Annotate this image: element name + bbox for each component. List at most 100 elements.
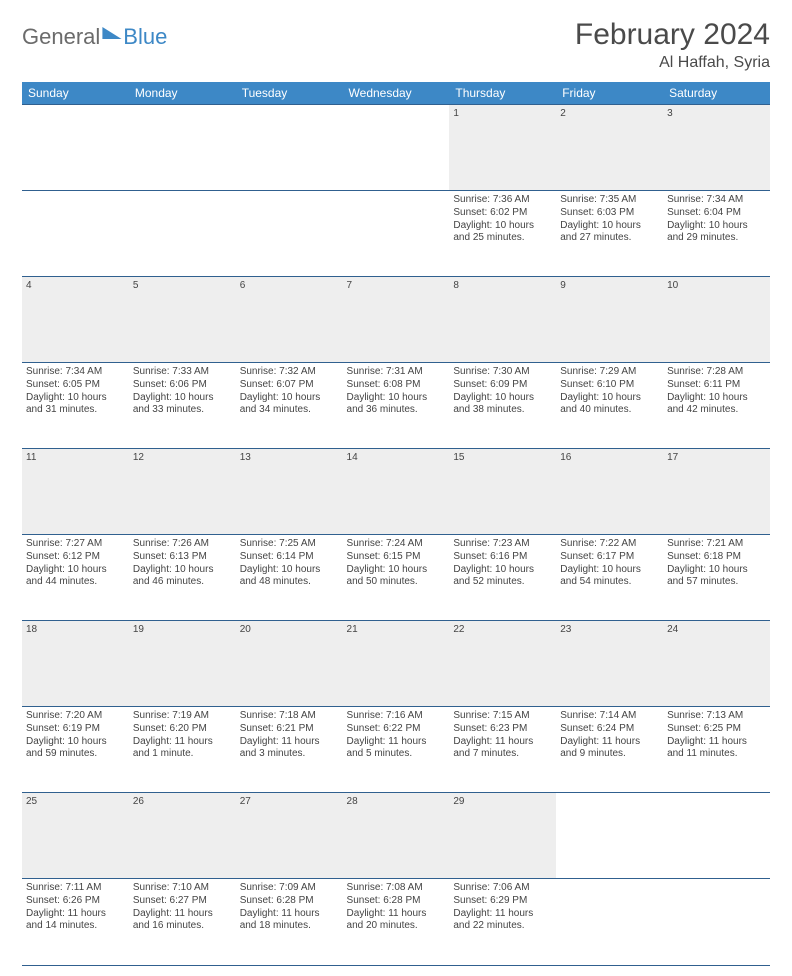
day-detail-cell bbox=[663, 879, 770, 965]
day-number-cell: 6 bbox=[236, 277, 343, 363]
sunrise-line: Sunrise: 7:28 AM bbox=[667, 366, 766, 379]
sunrise-line: Sunrise: 7:25 AM bbox=[240, 538, 339, 551]
day-number-cell: 4 bbox=[22, 277, 129, 363]
day-detail-cell: Sunrise: 7:23 AMSunset: 6:16 PMDaylight:… bbox=[449, 535, 556, 621]
day-detail-cell: Sunrise: 7:35 AMSunset: 6:03 PMDaylight:… bbox=[556, 191, 663, 277]
sunset-line: Sunset: 6:11 PM bbox=[667, 379, 766, 392]
day-detail-row: Sunrise: 7:11 AMSunset: 6:26 PMDaylight:… bbox=[22, 879, 770, 965]
sunset-line: Sunset: 6:16 PM bbox=[453, 551, 552, 564]
location-label: Al Haffah, Syria bbox=[575, 54, 770, 72]
day-number-cell: 2 bbox=[556, 105, 663, 191]
sunrise-line: Sunrise: 7:27 AM bbox=[26, 538, 125, 551]
day-number-cell bbox=[129, 105, 236, 191]
day-detail-cell: Sunrise: 7:15 AMSunset: 6:23 PMDaylight:… bbox=[449, 707, 556, 793]
sunset-line: Sunset: 6:22 PM bbox=[347, 723, 446, 736]
sunset-line: Sunset: 6:26 PM bbox=[26, 895, 125, 908]
daylight-line: Daylight: 10 hours and 34 minutes. bbox=[240, 392, 339, 418]
day-detail-cell: Sunrise: 7:14 AMSunset: 6:24 PMDaylight:… bbox=[556, 707, 663, 793]
day-number-cell: 10 bbox=[663, 277, 770, 363]
title-block: February 2024 Al Haffah, Syria bbox=[575, 18, 770, 72]
weekday-header: Monday bbox=[129, 82, 236, 105]
sunrise-line: Sunrise: 7:18 AM bbox=[240, 710, 339, 723]
day-number-cell: 24 bbox=[663, 621, 770, 707]
sunset-line: Sunset: 6:06 PM bbox=[133, 379, 232, 392]
day-number-cell: 11 bbox=[22, 449, 129, 535]
weekday-header: Saturday bbox=[663, 82, 770, 105]
day-number-cell: 23 bbox=[556, 621, 663, 707]
sunrise-line: Sunrise: 7:34 AM bbox=[26, 366, 125, 379]
daylight-line: Daylight: 11 hours and 1 minute. bbox=[133, 736, 232, 762]
day-number-cell: 19 bbox=[129, 621, 236, 707]
day-number-cell: 20 bbox=[236, 621, 343, 707]
day-detail-cell: Sunrise: 7:29 AMSunset: 6:10 PMDaylight:… bbox=[556, 363, 663, 449]
brand-triangle-icon bbox=[103, 27, 122, 39]
sunset-line: Sunset: 6:18 PM bbox=[667, 551, 766, 564]
sunrise-line: Sunrise: 7:21 AM bbox=[667, 538, 766, 551]
day-detail-cell bbox=[343, 191, 450, 277]
sunrise-line: Sunrise: 7:33 AM bbox=[133, 366, 232, 379]
day-number-row: 45678910 bbox=[22, 277, 770, 363]
sunrise-line: Sunrise: 7:34 AM bbox=[667, 194, 766, 207]
sunrise-line: Sunrise: 7:22 AM bbox=[560, 538, 659, 551]
day-number-cell: 8 bbox=[449, 277, 556, 363]
sunset-line: Sunset: 6:25 PM bbox=[667, 723, 766, 736]
daylight-line: Daylight: 10 hours and 50 minutes. bbox=[347, 564, 446, 590]
daylight-line: Daylight: 10 hours and 33 minutes. bbox=[133, 392, 232, 418]
day-number-cell: 28 bbox=[343, 793, 450, 879]
day-detail-cell: Sunrise: 7:22 AMSunset: 6:17 PMDaylight:… bbox=[556, 535, 663, 621]
daylight-line: Daylight: 10 hours and 31 minutes. bbox=[26, 392, 125, 418]
brand-part2: Blue bbox=[123, 24, 167, 50]
day-detail-cell bbox=[556, 879, 663, 965]
sunset-line: Sunset: 6:28 PM bbox=[347, 895, 446, 908]
day-detail-cell: Sunrise: 7:16 AMSunset: 6:22 PMDaylight:… bbox=[343, 707, 450, 793]
day-detail-cell: Sunrise: 7:11 AMSunset: 6:26 PMDaylight:… bbox=[22, 879, 129, 965]
daylight-line: Daylight: 11 hours and 18 minutes. bbox=[240, 908, 339, 934]
daylight-line: Daylight: 11 hours and 9 minutes. bbox=[560, 736, 659, 762]
day-detail-cell: Sunrise: 7:32 AMSunset: 6:07 PMDaylight:… bbox=[236, 363, 343, 449]
daylight-line: Daylight: 10 hours and 29 minutes. bbox=[667, 220, 766, 246]
day-detail-cell: Sunrise: 7:31 AMSunset: 6:08 PMDaylight:… bbox=[343, 363, 450, 449]
day-number-cell: 7 bbox=[343, 277, 450, 363]
sunrise-line: Sunrise: 7:29 AM bbox=[560, 366, 659, 379]
sunset-line: Sunset: 6:08 PM bbox=[347, 379, 446, 392]
daylight-line: Daylight: 11 hours and 11 minutes. bbox=[667, 736, 766, 762]
day-detail-row: Sunrise: 7:20 AMSunset: 6:19 PMDaylight:… bbox=[22, 707, 770, 793]
sunrise-line: Sunrise: 7:16 AM bbox=[347, 710, 446, 723]
bottom-rule bbox=[22, 965, 770, 966]
sunrise-line: Sunrise: 7:08 AM bbox=[347, 882, 446, 895]
day-detail-cell: Sunrise: 7:25 AMSunset: 6:14 PMDaylight:… bbox=[236, 535, 343, 621]
day-detail-cell: Sunrise: 7:33 AMSunset: 6:06 PMDaylight:… bbox=[129, 363, 236, 449]
day-detail-cell: Sunrise: 7:19 AMSunset: 6:20 PMDaylight:… bbox=[129, 707, 236, 793]
sunset-line: Sunset: 6:10 PM bbox=[560, 379, 659, 392]
day-detail-cell: Sunrise: 7:10 AMSunset: 6:27 PMDaylight:… bbox=[129, 879, 236, 965]
daylight-line: Daylight: 11 hours and 22 minutes. bbox=[453, 908, 552, 934]
day-number-cell: 22 bbox=[449, 621, 556, 707]
day-detail-cell: Sunrise: 7:27 AMSunset: 6:12 PMDaylight:… bbox=[22, 535, 129, 621]
sunrise-line: Sunrise: 7:10 AM bbox=[133, 882, 232, 895]
day-detail-cell: Sunrise: 7:34 AMSunset: 6:05 PMDaylight:… bbox=[22, 363, 129, 449]
daylight-line: Daylight: 11 hours and 7 minutes. bbox=[453, 736, 552, 762]
sunset-line: Sunset: 6:07 PM bbox=[240, 379, 339, 392]
sunrise-line: Sunrise: 7:23 AM bbox=[453, 538, 552, 551]
day-number-cell: 21 bbox=[343, 621, 450, 707]
brand-part1: General bbox=[22, 24, 100, 50]
day-number-cell bbox=[236, 105, 343, 191]
sunset-line: Sunset: 6:14 PM bbox=[240, 551, 339, 564]
sunrise-line: Sunrise: 7:09 AM bbox=[240, 882, 339, 895]
sunset-line: Sunset: 6:03 PM bbox=[560, 207, 659, 220]
daylight-line: Daylight: 10 hours and 44 minutes. bbox=[26, 564, 125, 590]
day-detail-cell bbox=[236, 191, 343, 277]
day-number-cell: 26 bbox=[129, 793, 236, 879]
sunset-line: Sunset: 6:20 PM bbox=[133, 723, 232, 736]
sunset-line: Sunset: 6:12 PM bbox=[26, 551, 125, 564]
sunrise-line: Sunrise: 7:15 AM bbox=[453, 710, 552, 723]
day-number-cell bbox=[22, 105, 129, 191]
day-detail-cell: Sunrise: 7:20 AMSunset: 6:19 PMDaylight:… bbox=[22, 707, 129, 793]
day-detail-cell bbox=[22, 191, 129, 277]
daylight-line: Daylight: 10 hours and 27 minutes. bbox=[560, 220, 659, 246]
sunrise-line: Sunrise: 7:36 AM bbox=[453, 194, 552, 207]
sunset-line: Sunset: 6:27 PM bbox=[133, 895, 232, 908]
day-number-row: 2526272829 bbox=[22, 793, 770, 879]
day-number-cell: 18 bbox=[22, 621, 129, 707]
sunset-line: Sunset: 6:04 PM bbox=[667, 207, 766, 220]
